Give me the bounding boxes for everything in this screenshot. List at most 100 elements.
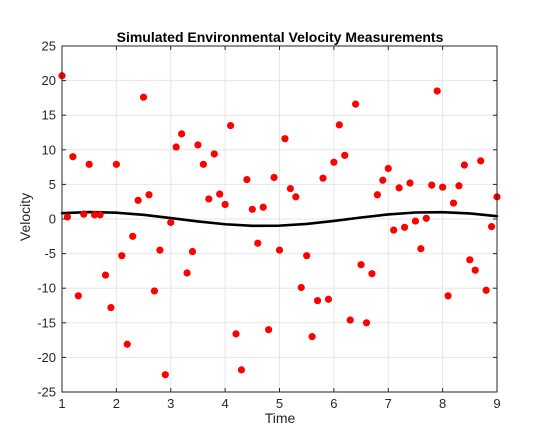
data-point xyxy=(384,164,392,173)
y-tick-label: -10 xyxy=(37,281,56,296)
data-point xyxy=(150,287,159,295)
data-point xyxy=(74,292,82,300)
data-point xyxy=(216,190,224,198)
data-point xyxy=(145,191,153,199)
data-point xyxy=(161,371,169,379)
data-point xyxy=(477,157,485,165)
data-point xyxy=(210,150,218,158)
data-point xyxy=(357,261,365,269)
data-point xyxy=(85,160,93,168)
chart-title: Simulated Environmental Velocity Measure… xyxy=(117,29,444,45)
x-tick-label: 7 xyxy=(385,396,392,411)
data-point xyxy=(362,319,371,327)
y-tick-label: 20 xyxy=(42,73,56,88)
data-point xyxy=(270,173,278,182)
data-point xyxy=(286,184,294,193)
data-point xyxy=(444,292,452,300)
data-point xyxy=(297,283,305,292)
axes-frame xyxy=(61,45,498,393)
data-point xyxy=(303,252,311,260)
data-point xyxy=(129,232,137,240)
data-point xyxy=(281,135,289,143)
data-point xyxy=(172,143,180,151)
data-point xyxy=(341,151,349,159)
data-point xyxy=(226,121,235,130)
y-tick-label: -15 xyxy=(37,315,56,330)
data-point xyxy=(80,210,88,218)
data-point xyxy=(324,295,333,303)
data-point xyxy=(237,366,246,374)
data-point xyxy=(91,211,99,219)
data-point xyxy=(455,182,463,190)
data-point xyxy=(101,271,110,279)
x-tick-label: 4 xyxy=(222,396,229,411)
data-point xyxy=(319,174,327,182)
y-tick-label: 25 xyxy=(42,39,56,54)
data-point xyxy=(194,141,202,149)
grid-lines xyxy=(61,45,498,393)
data-point xyxy=(346,316,354,324)
data-point xyxy=(422,214,430,222)
data-point xyxy=(487,223,496,231)
data-point xyxy=(265,326,273,334)
x-tick-label: 3 xyxy=(167,396,174,411)
data-point xyxy=(433,87,441,95)
data-point xyxy=(439,183,447,191)
data-point xyxy=(373,191,381,199)
data-point xyxy=(123,340,131,348)
data-point xyxy=(107,303,115,312)
data-point xyxy=(482,286,490,294)
data-point xyxy=(199,160,207,168)
data-point xyxy=(134,196,142,204)
x-tick-label: 2 xyxy=(113,396,120,411)
data-point xyxy=(69,153,77,161)
data-point xyxy=(417,245,425,253)
data-point xyxy=(308,333,316,341)
data-point xyxy=(428,181,436,189)
data-point xyxy=(292,193,300,201)
data-point xyxy=(379,176,387,184)
trend-line-layer xyxy=(60,210,499,228)
y-tick-label: 0 xyxy=(49,212,56,227)
data-point xyxy=(330,158,338,166)
data-point xyxy=(335,121,343,129)
data-point xyxy=(275,246,284,254)
data-point xyxy=(167,218,175,227)
data-point xyxy=(368,270,376,278)
x-axis-label: Time xyxy=(265,410,296,426)
data-point xyxy=(460,161,468,169)
data-point xyxy=(178,130,186,138)
data-points-layer xyxy=(58,72,501,379)
x-tick-label: 8 xyxy=(439,396,446,411)
data-point xyxy=(352,100,360,108)
x-tick-label: 5 xyxy=(276,396,283,411)
data-point xyxy=(118,252,126,260)
x-tick-label: 1 xyxy=(58,396,65,411)
y-axis-label: Velocity xyxy=(17,193,33,241)
data-point xyxy=(411,217,420,225)
data-point xyxy=(205,195,213,203)
data-point xyxy=(390,226,398,234)
tick-labels: 1 2 3 4 5 6 7 8 9 -25 -20 -15 -10 -5 0 5 10 15 20 25 xyxy=(37,39,500,412)
data-point xyxy=(395,184,403,192)
data-point xyxy=(259,203,267,211)
data-point xyxy=(400,223,409,231)
data-point xyxy=(183,269,191,277)
data-point xyxy=(449,199,458,207)
data-point xyxy=(188,247,197,256)
y-tick-label: 10 xyxy=(42,142,56,157)
y-tick-label: -25 xyxy=(37,385,56,400)
data-point xyxy=(254,239,262,247)
data-point xyxy=(96,211,104,219)
data-point xyxy=(112,160,120,168)
data-point xyxy=(406,179,414,187)
y-tick-label: -5 xyxy=(44,246,56,261)
data-point xyxy=(139,93,148,101)
data-point xyxy=(471,266,479,274)
data-point xyxy=(221,200,229,209)
y-tick-label: 15 xyxy=(42,108,56,123)
data-point xyxy=(232,330,240,338)
data-point xyxy=(243,175,251,184)
